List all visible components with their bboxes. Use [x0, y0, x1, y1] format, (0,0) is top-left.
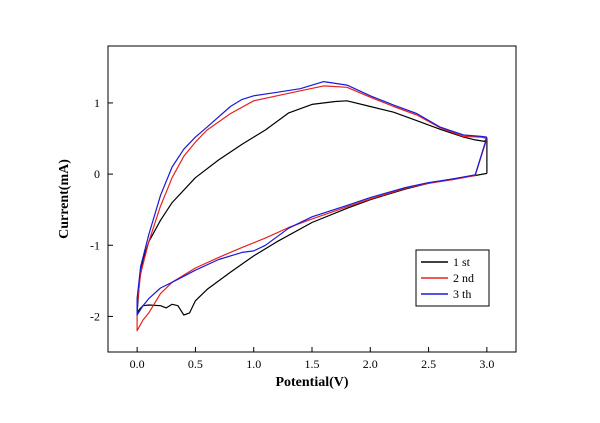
y-tick-label: 1	[94, 96, 100, 110]
y-tick-label: -1	[90, 238, 100, 252]
x-axis-ticks: 0.0 0.5 1.0 1.5 2.0 2.5 3.0	[130, 347, 494, 371]
x-tick-label: 1.0	[246, 357, 261, 371]
y-axis-label: Current(mA)	[57, 159, 72, 239]
y-axis-ticks: -2 -1 0 1	[90, 96, 113, 323]
x-tick-label: 2.0	[363, 357, 378, 371]
x-tick-label: 0.5	[188, 357, 203, 371]
legend-label-3: 3 th	[453, 287, 471, 301]
x-axis-label: Potential(V)	[275, 375, 348, 390]
y-tick-label: -2	[90, 309, 100, 323]
y-tick-label: 0	[94, 167, 100, 181]
x-tick-label: 0.0	[130, 357, 145, 371]
series-layer	[136, 80, 488, 332]
series-line-3	[136, 80, 488, 316]
x-tick-label: 3.0	[479, 357, 494, 371]
legend: 1 st 2 nd 3 th	[415, 249, 490, 307]
legend-label-2: 2 nd	[453, 271, 474, 285]
series-line-2	[136, 85, 488, 332]
x-tick-label: 2.5	[421, 357, 436, 371]
legend-label-1: 1 st	[453, 255, 471, 269]
x-tick-label: 1.5	[305, 357, 320, 371]
